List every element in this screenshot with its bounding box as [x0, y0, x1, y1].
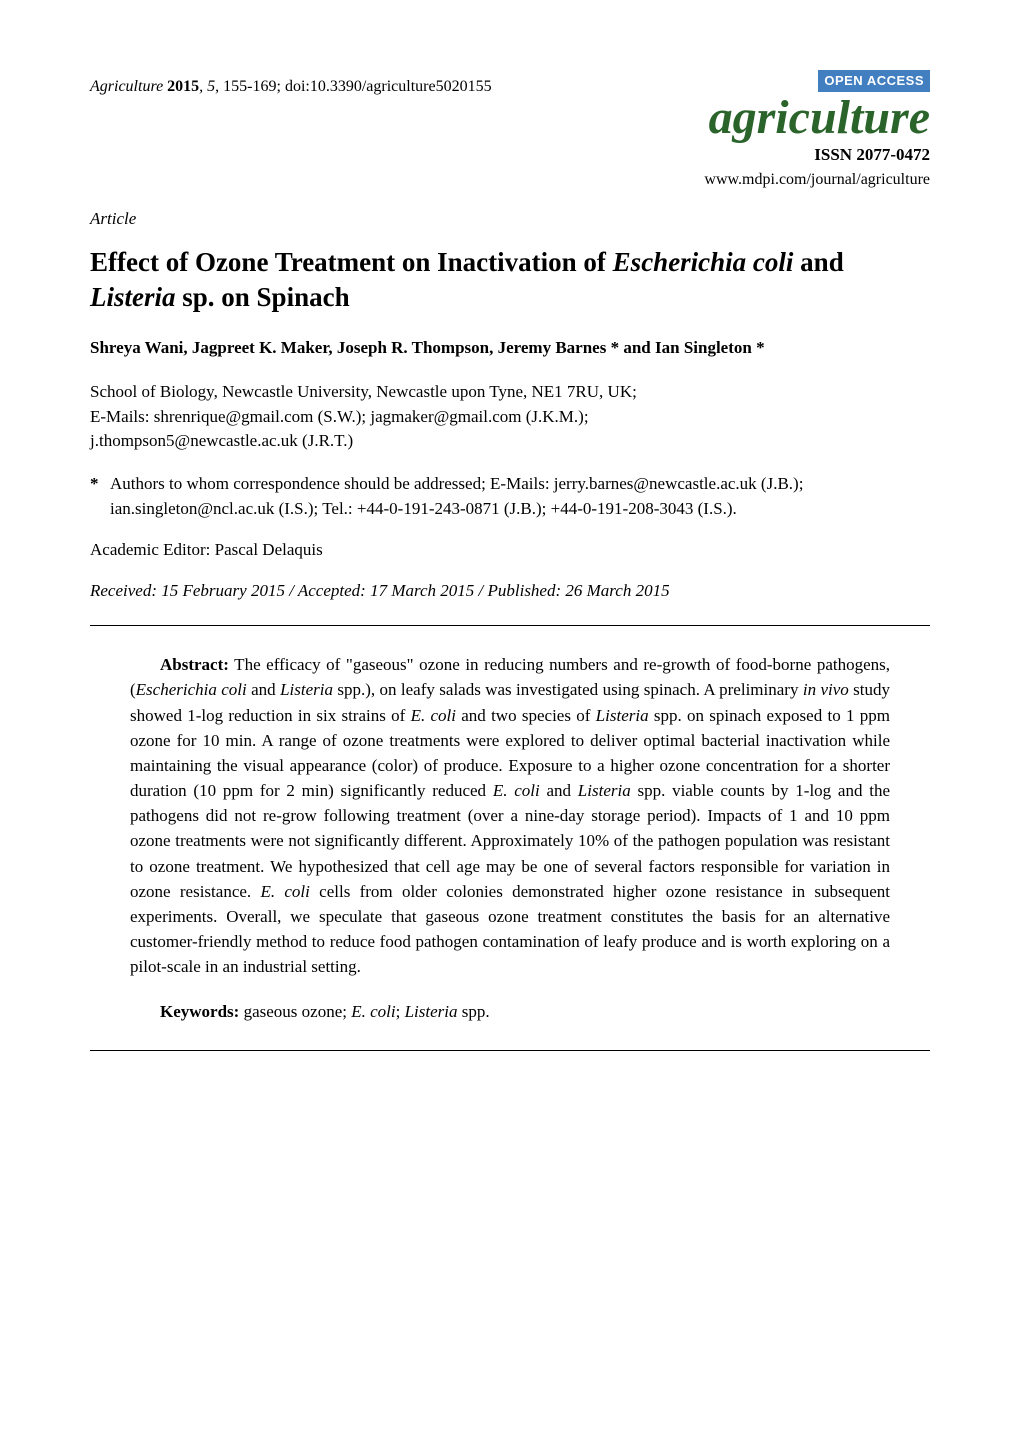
- title-pre: Effect of Ozone Treatment on Inactivatio…: [90, 247, 613, 277]
- abstract-t2: and: [247, 680, 280, 699]
- correspondence: * Authors to whom correspondence should …: [90, 472, 930, 521]
- abstract-block: Abstract: The efficacy of "gaseous" ozon…: [130, 652, 890, 979]
- citation-year: 2015: [167, 78, 199, 95]
- abstract-sp1: Escherichia coli: [136, 680, 247, 699]
- abstract-label: Abstract:: [160, 655, 229, 674]
- abstract-sp4: Listeria: [596, 706, 649, 725]
- keywords-t3: spp.: [458, 1002, 490, 1021]
- title-mid: and: [793, 247, 843, 277]
- issn: ISSN 2077-0472: [704, 144, 930, 167]
- citation-volume: 5: [207, 78, 215, 95]
- citation-comma2: ,: [215, 78, 223, 95]
- header-row: Agriculture 2015, 5, 155-169; doi:10.339…: [90, 70, 930, 190]
- citation-comma1: ,: [199, 78, 207, 95]
- keywords-label: Keywords:: [160, 1002, 239, 1021]
- rule-top: [90, 625, 930, 626]
- affiliation: School of Biology, Newcastle University,…: [90, 380, 930, 454]
- abstract-t7: and: [540, 781, 578, 800]
- affiliation-line-3: j.thompson5@newcastle.ac.uk (J.R.T.): [90, 429, 930, 454]
- citation-line: Agriculture 2015, 5, 155-169; doi:10.339…: [90, 70, 492, 98]
- article-title: Effect of Ozone Treatment on Inactivatio…: [90, 245, 930, 315]
- journal-block: OPEN ACCESS agriculture ISSN 2077-0472 w…: [704, 70, 930, 190]
- affiliation-line-2: E-Mails: shrenrique@gmail.com (S.W.); ja…: [90, 405, 930, 430]
- keywords-sp1: E. coli: [351, 1002, 395, 1021]
- journal-logo: agriculture: [704, 94, 930, 142]
- abstract-invivo: in vivo: [803, 680, 849, 699]
- abstract-sp5: E. coli: [493, 781, 540, 800]
- title-species-2: Listeria: [90, 282, 176, 312]
- keywords-t2: ;: [396, 1002, 405, 1021]
- citation-doi: doi:10.3390/agriculture5020155: [285, 78, 492, 95]
- article-dates: Received: 15 February 2015 / Accepted: 1…: [90, 580, 930, 603]
- correspondence-text: Authors to whom correspondence should be…: [110, 472, 930, 521]
- title-species-1: Escherichia coli: [613, 247, 794, 277]
- affiliation-line-1: School of Biology, Newcastle University,…: [90, 380, 930, 405]
- authors: Shreya Wani, Jagpreet K. Maker, Joseph R…: [90, 337, 930, 360]
- citation-semicolon: ;: [277, 78, 285, 95]
- open-access-wrap: OPEN ACCESS: [704, 70, 930, 92]
- abstract-t3: spp.), on leafy salads was investigated …: [333, 680, 803, 699]
- abstract-sp7: E. coli: [260, 882, 309, 901]
- keywords-t1: gaseous ozone;: [239, 1002, 351, 1021]
- abstract-t5: and two species of: [456, 706, 596, 725]
- keywords: Keywords: gaseous ozone; E. coli; Lister…: [130, 1001, 890, 1024]
- journal-name: Agriculture: [90, 78, 163, 95]
- correspondence-star: *: [90, 472, 110, 521]
- rule-bottom: [90, 1050, 930, 1051]
- article-type: Article: [90, 208, 930, 231]
- keywords-sp2: Listeria: [405, 1002, 458, 1021]
- title-post: sp. on Spinach: [176, 282, 350, 312]
- abstract-body: Abstract: The efficacy of "gaseous" ozon…: [130, 652, 890, 979]
- journal-url: www.mdpi.com/journal/agriculture: [704, 169, 930, 191]
- open-access-badge: OPEN ACCESS: [818, 70, 930, 92]
- citation-pages: 155-169: [223, 78, 276, 95]
- academic-editor: Academic Editor: Pascal Delaquis: [90, 539, 930, 562]
- abstract-sp2: Listeria: [280, 680, 333, 699]
- abstract-sp3: E. coli: [411, 706, 456, 725]
- abstract-sp6: Listeria: [578, 781, 631, 800]
